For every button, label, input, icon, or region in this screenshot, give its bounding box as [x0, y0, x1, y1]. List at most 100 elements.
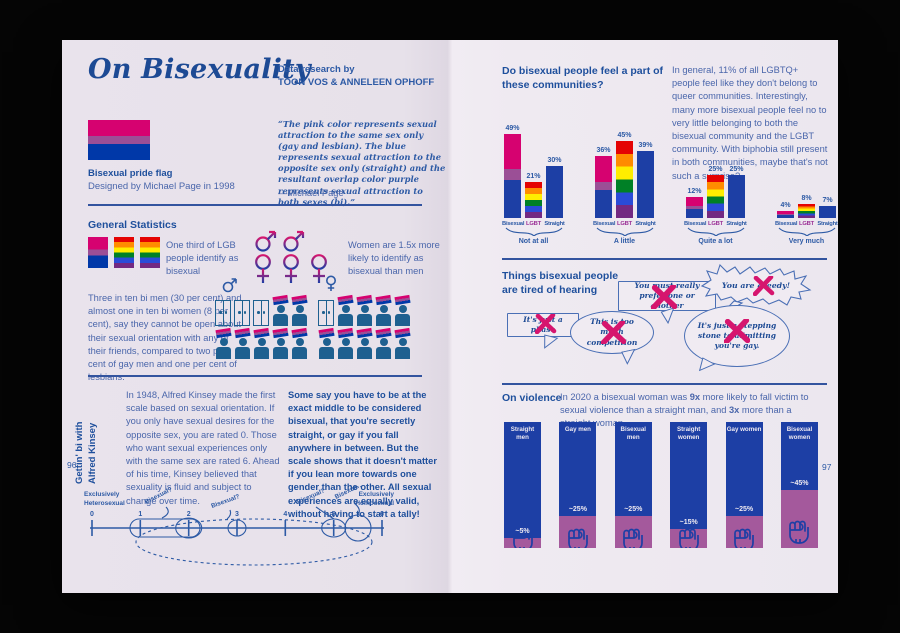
communities-bar-chart: 49% 21% 30% Bisexual LGBT Straight Not at …: [502, 122, 838, 245]
bar-bisexual: [595, 156, 612, 219]
bar-straight: [728, 175, 745, 218]
bisexual-person-icon: [318, 327, 335, 359]
kinsey-sidebar-label: Gettin' bi with Alfred Kinsey: [74, 388, 100, 484]
victim-share-segment: [504, 538, 541, 548]
bar-value-label: 36%: [596, 147, 611, 154]
svg-text:5: 5: [332, 511, 336, 518]
bar-value-label: 7%: [822, 197, 833, 204]
page-title: On Bisexuality: [88, 54, 311, 85]
speech-bubble-competition: This is too much competition: [570, 311, 654, 354]
bisexual-person-icon: [272, 294, 289, 326]
female-pictogram-group: [318, 294, 415, 359]
svg-text:Heterosexual: Heterosexual: [84, 500, 125, 507]
svg-text:Bisexual?: Bisexual?: [210, 493, 240, 510]
bisexual-person-icon: [291, 294, 308, 326]
column-value: ~25%: [735, 506, 754, 513]
credit-authors: TOON VOS & ANNELEEN OPHOFF: [278, 76, 435, 88]
bisexual-flag-image: [88, 120, 150, 160]
page-number-left: 96: [67, 460, 77, 470]
bisexual-person-icon: [394, 327, 411, 359]
chart-group-very-much: 4% 8% 7% Bisexual LGBT Straight Very much: [775, 122, 838, 245]
svg-text:6: 6: [380, 511, 384, 518]
male-pictogram-group: [215, 294, 312, 359]
brace-icon: [778, 227, 835, 236]
violence-column: Gay women ~25%: [725, 422, 763, 548]
bar-straight: [637, 151, 654, 218]
violence-bar-chart: Straight men ~5% Gay men ~25% Bisexual m…: [504, 422, 818, 548]
svg-text:0: 0: [90, 511, 94, 518]
column-label: Bisexual men: [620, 426, 646, 442]
bisexual-person-icon: [375, 294, 392, 326]
bisexual-person-icon: [337, 327, 354, 359]
kinsey-sidebar-line: Alfred Kinsey: [86, 422, 98, 484]
closet-door-icon: [215, 296, 232, 326]
tired-heading: Things bisexual people are tired of hear…: [502, 270, 619, 296]
violence-heading: On violence: [502, 392, 562, 404]
victim-share-segment: [614, 516, 652, 548]
section-divider: [502, 383, 827, 385]
bar-value-label: 39%: [638, 142, 653, 149]
venus-symbols-icon: [255, 254, 327, 283]
flag-caption-sub: Designed by Michael Page in 1998: [88, 181, 235, 192]
victim-share-segment: [780, 490, 818, 548]
brace-icon: [687, 227, 744, 236]
svg-text:Bisexual?: Bisexual?: [296, 487, 326, 506]
svg-text:Exclusively: Exclusively: [359, 491, 394, 498]
violence-column: Bisexual women ~45%: [780, 422, 818, 548]
bisexual-person-icon: [215, 327, 232, 359]
bar-lgbt: [707, 175, 724, 218]
credit-line: Data research by: [278, 64, 355, 75]
bubble-tail: [541, 334, 558, 351]
category-label: Very much: [788, 238, 825, 245]
bar-value-label: 45%: [617, 132, 632, 139]
violence-column: Straight women ~15%: [670, 422, 708, 548]
category-label: Quite a lot: [698, 238, 733, 245]
column-value: ~25%: [624, 506, 643, 513]
kinsey-paragraph: In 1948, Alfred Kinsey made the first sc…: [126, 390, 280, 506]
column-value: ~25%: [568, 506, 587, 513]
bar-lgbt: [798, 204, 815, 218]
victim-share-segment: [670, 529, 708, 548]
svg-text:2: 2: [187, 511, 191, 518]
mini-flags: [88, 237, 160, 268]
kinsey-scale-diagram: Exclusively Heterosexual Exclusively Hom…: [84, 486, 394, 566]
left-page: On Bisexuality Data research by TOON VOS…: [62, 40, 450, 593]
brace-icon: [596, 227, 653, 236]
brace-icon: [505, 227, 562, 236]
magazine-spread: On Bisexuality Data research by TOON VOS…: [62, 40, 838, 593]
bar-value-label: 12%: [687, 188, 702, 195]
fist-icon: [568, 528, 588, 548]
stat-women: Women are 1.5x more likely to identify a…: [348, 240, 440, 277]
flag-caption-title: Bisexual pride flag: [88, 168, 173, 179]
svg-text:Homosexual: Homosexual: [355, 500, 394, 507]
column-label: Straight men: [510, 426, 535, 442]
bisexual-person-icon: [253, 327, 270, 359]
fist-icon: [678, 529, 699, 548]
violence-column: Straight men ~5%: [504, 422, 541, 548]
bisexual-person-icon: [337, 294, 354, 326]
violence-column: Bisexual men ~25%: [614, 422, 652, 548]
column-value: ~45%: [790, 480, 809, 487]
rainbow-flag-icon: [140, 237, 160, 268]
kinsey-paragraph-bold: Some say you have to be at the exact mid…: [288, 390, 437, 519]
bar-value-label: 4%: [780, 202, 791, 209]
credit-block: Data research by TOON VOS & ANNELEEN OPH…: [278, 64, 434, 90]
section-divider: [88, 204, 422, 206]
chart-group-quite-a-lot: 12% 25% 25% Bisexual LGBT Straight Quite a…: [684, 122, 747, 245]
bar-value-label: 21%: [526, 173, 541, 180]
svg-text:4: 4: [283, 511, 287, 518]
communities-heading: Do bisexual people feel a part of these …: [502, 65, 664, 91]
bar-bisexual: [777, 211, 794, 218]
starburst-text: You are greedy!: [721, 280, 791, 290]
column-label: Bisexual women: [786, 426, 813, 442]
bar-straight: [546, 166, 563, 218]
speech-bubble-stepping-stone: It's just a stepping stone to admitting …: [684, 305, 790, 367]
bisexual-person-icon: [234, 327, 251, 359]
fist-icon: [512, 538, 533, 548]
bisexual-flag-icon: [88, 237, 108, 268]
stat-one-third: One third of LGB people identify as bise…: [166, 240, 239, 277]
column-label: Straight women: [676, 426, 701, 442]
victim-share-segment: [559, 516, 597, 548]
bar-lgbt: [616, 141, 633, 218]
